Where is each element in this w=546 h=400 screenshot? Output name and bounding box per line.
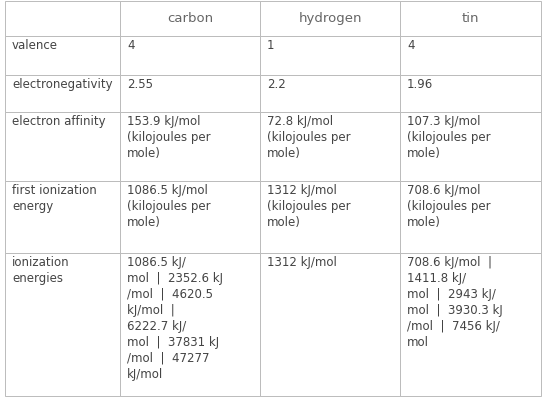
Text: hydrogen: hydrogen [299, 12, 362, 25]
Bar [5, 36, 120, 75]
Text: ionization
energies: ionization energies [12, 256, 70, 285]
Text: 4: 4 [407, 39, 414, 52]
Text: 1.96: 1.96 [407, 78, 434, 91]
Bar [400, 75, 541, 112]
Text: 1086.5 kJ/
mol  |  2352.6 kJ
/mol  |  4620.5
kJ/mol  |
6222.7 kJ/
mol  |  37831 : 1086.5 kJ/ mol | 2352.6 kJ /mol | 4620.5… [127, 256, 223, 381]
Text: electronegativity: electronegativity [12, 78, 112, 91]
Bar [260, 253, 400, 396]
Bar [400, 253, 541, 396]
Bar [120, 253, 260, 396]
Bar [260, 181, 400, 253]
Bar [400, 1, 541, 36]
Bar [5, 253, 120, 396]
Text: 1312 kJ/mol
(kilojoules per
mole): 1312 kJ/mol (kilojoules per mole) [267, 184, 351, 229]
Bar [5, 112, 120, 181]
Text: 1312 kJ/mol: 1312 kJ/mol [267, 256, 337, 269]
Text: 1086.5 kJ/mol
(kilojoules per
mole): 1086.5 kJ/mol (kilojoules per mole) [127, 184, 211, 229]
Bar [260, 1, 400, 36]
Text: first ionization
energy: first ionization energy [12, 184, 97, 213]
Bar [5, 75, 120, 112]
Text: 708.6 kJ/mol
(kilojoules per
mole): 708.6 kJ/mol (kilojoules per mole) [407, 184, 491, 229]
Text: 4: 4 [127, 39, 134, 52]
Bar [120, 112, 260, 181]
Bar [120, 36, 260, 75]
Text: 1: 1 [267, 39, 275, 52]
Bar [260, 112, 400, 181]
Text: 72.8 kJ/mol
(kilojoules per
mole): 72.8 kJ/mol (kilojoules per mole) [267, 115, 351, 160]
Bar [120, 181, 260, 253]
Text: 153.9 kJ/mol
(kilojoules per
mole): 153.9 kJ/mol (kilojoules per mole) [127, 115, 211, 160]
Text: 2.2: 2.2 [267, 78, 286, 91]
Bar [400, 181, 541, 253]
Text: electron affinity: electron affinity [12, 115, 105, 128]
Bar [5, 1, 120, 36]
Bar [400, 112, 541, 181]
Bar [400, 36, 541, 75]
Text: 708.6 kJ/mol  |
1411.8 kJ/
mol  |  2943 kJ/
mol  |  3930.3 kJ
/mol  |  7456 kJ/
: 708.6 kJ/mol | 1411.8 kJ/ mol | 2943 kJ/… [407, 256, 503, 349]
Text: tin: tin [462, 12, 479, 25]
Bar [260, 36, 400, 75]
Text: 2.55: 2.55 [127, 78, 153, 91]
Bar [5, 181, 120, 253]
Bar [120, 1, 260, 36]
Text: carbon: carbon [168, 12, 213, 25]
Bar [260, 75, 400, 112]
Text: valence: valence [12, 39, 58, 52]
Bar [120, 75, 260, 112]
Text: 107.3 kJ/mol
(kilojoules per
mole): 107.3 kJ/mol (kilojoules per mole) [407, 115, 491, 160]
